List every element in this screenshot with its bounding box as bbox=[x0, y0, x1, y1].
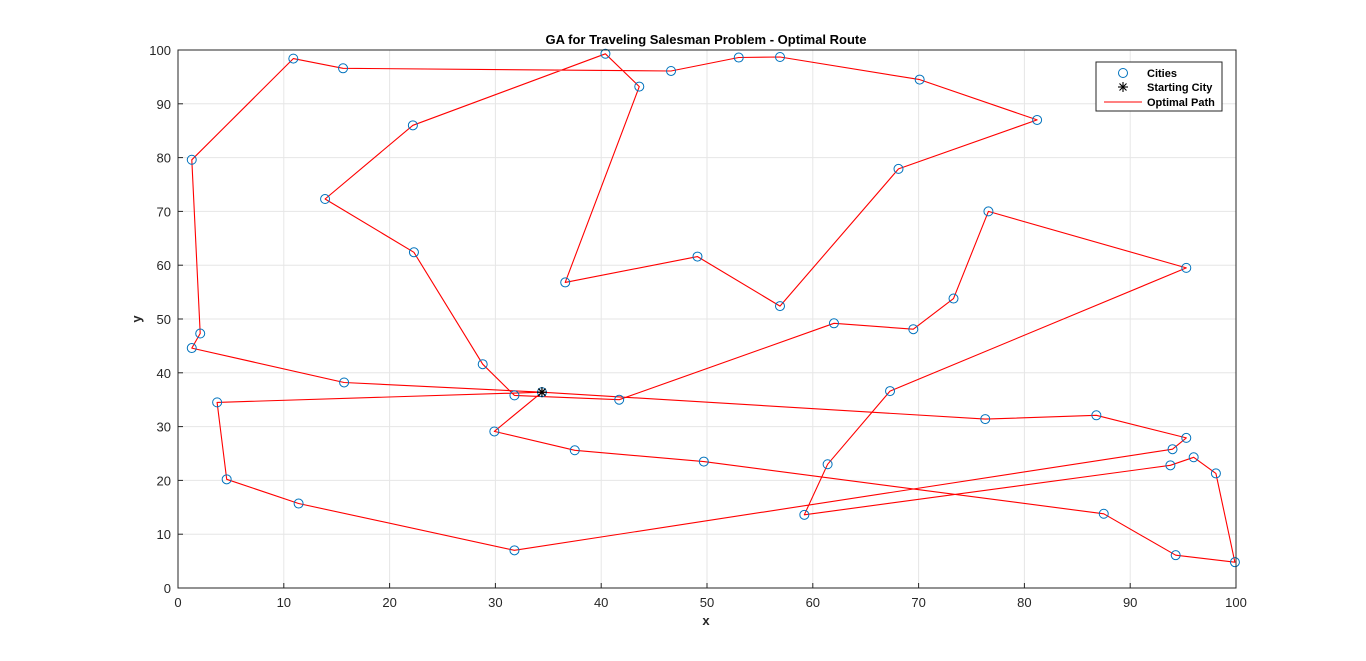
city-marker bbox=[408, 247, 419, 258]
city-marker bbox=[489, 426, 500, 437]
city-marker bbox=[885, 386, 896, 397]
city-marker bbox=[1091, 410, 1102, 421]
cities-layer bbox=[186, 48, 1240, 568]
y-tick-label: 100 bbox=[149, 43, 171, 58]
city-marker bbox=[698, 456, 709, 467]
city-marker bbox=[1170, 550, 1181, 561]
y-tick-label: 30 bbox=[157, 420, 171, 435]
city-marker bbox=[560, 277, 571, 288]
x-tick-label: 70 bbox=[911, 595, 925, 610]
city-marker bbox=[775, 301, 786, 312]
y-tick-label: 0 bbox=[164, 581, 171, 596]
city-marker bbox=[775, 51, 786, 62]
city-marker bbox=[634, 81, 645, 92]
y-tick-label: 60 bbox=[157, 258, 171, 273]
city-marker bbox=[477, 359, 488, 370]
city-marker bbox=[1167, 444, 1178, 455]
city-marker bbox=[339, 377, 350, 388]
city-marker bbox=[983, 206, 994, 217]
legend-box bbox=[1095, 61, 1223, 112]
legend-start-marker bbox=[1118, 82, 1128, 92]
city-marker bbox=[1032, 114, 1043, 125]
city-marker bbox=[692, 251, 703, 262]
city-marker bbox=[407, 120, 418, 131]
optimal-path-layer bbox=[191, 53, 1236, 563]
y-tick-label: 80 bbox=[157, 151, 171, 166]
city-marker bbox=[614, 394, 625, 405]
city-marker bbox=[822, 459, 833, 470]
city-marker bbox=[1181, 262, 1192, 273]
legend-label-start: Starting City bbox=[1147, 82, 1213, 94]
y-tick-label: 40 bbox=[157, 366, 171, 381]
y-tick-label: 20 bbox=[157, 473, 171, 488]
x-tick-label: 40 bbox=[594, 595, 608, 610]
y-tick-label: 90 bbox=[157, 97, 171, 112]
city-marker bbox=[893, 163, 904, 174]
x-tick-label: 90 bbox=[1123, 595, 1137, 610]
city-marker bbox=[1210, 468, 1221, 479]
legend-label-cities: Cities bbox=[1147, 68, 1177, 80]
city-marker bbox=[569, 445, 580, 456]
optimal-path-line bbox=[191, 53, 1236, 563]
x-tick-label: 30 bbox=[488, 595, 502, 610]
city-marker bbox=[600, 48, 611, 59]
x-tick-label: 10 bbox=[277, 595, 291, 610]
city-marker bbox=[908, 324, 919, 335]
city-marker bbox=[948, 293, 959, 304]
city-marker bbox=[1229, 557, 1240, 568]
city-marker bbox=[293, 498, 304, 509]
legend-label-path: Optimal Path bbox=[1147, 97, 1215, 109]
city-marker bbox=[828, 318, 839, 329]
y-axis-label: y bbox=[129, 315, 144, 323]
city-marker bbox=[195, 328, 206, 339]
x-tick-label: 0 bbox=[174, 595, 181, 610]
legend: Cities Starting City Optimal Path bbox=[1095, 61, 1223, 112]
axis-ticks: 0 10 20 30 40 50 60 70 80 90 100 0 10 20 30 40 50 60 70 80 9… bbox=[149, 43, 1247, 610]
city-marker bbox=[509, 545, 520, 556]
y-tick-label: 70 bbox=[157, 204, 171, 219]
city-marker bbox=[338, 63, 349, 74]
x-tick-label: 60 bbox=[806, 595, 820, 610]
city-marker bbox=[914, 74, 925, 85]
start-city-layer bbox=[536, 387, 547, 398]
city-marker bbox=[666, 65, 677, 76]
x-tick-label: 80 bbox=[1017, 595, 1031, 610]
x-tick-label: 100 bbox=[1225, 595, 1247, 610]
city-marker bbox=[186, 154, 197, 165]
y-tick-label: 10 bbox=[157, 527, 171, 542]
city-marker bbox=[509, 390, 520, 401]
x-tick-label: 50 bbox=[700, 595, 714, 610]
city-marker bbox=[1165, 460, 1176, 471]
x-axis-label: x bbox=[702, 613, 710, 628]
legend-city-marker bbox=[1118, 68, 1128, 78]
city-marker bbox=[1098, 508, 1109, 519]
city-marker bbox=[980, 414, 991, 425]
city-marker bbox=[799, 509, 810, 520]
city-marker bbox=[288, 53, 299, 64]
city-marker bbox=[320, 194, 331, 205]
city-marker bbox=[221, 474, 232, 485]
city-marker bbox=[186, 343, 197, 354]
city-marker bbox=[1188, 452, 1199, 463]
x-tick-label: 20 bbox=[382, 595, 396, 610]
city-marker bbox=[733, 52, 744, 63]
y-tick-label: 50 bbox=[157, 312, 171, 327]
chart-title: GA for Traveling Salesman Problem - Opti… bbox=[546, 32, 867, 47]
city-marker bbox=[212, 397, 223, 408]
city-marker bbox=[1181, 432, 1192, 443]
starting-city-marker bbox=[536, 387, 547, 398]
